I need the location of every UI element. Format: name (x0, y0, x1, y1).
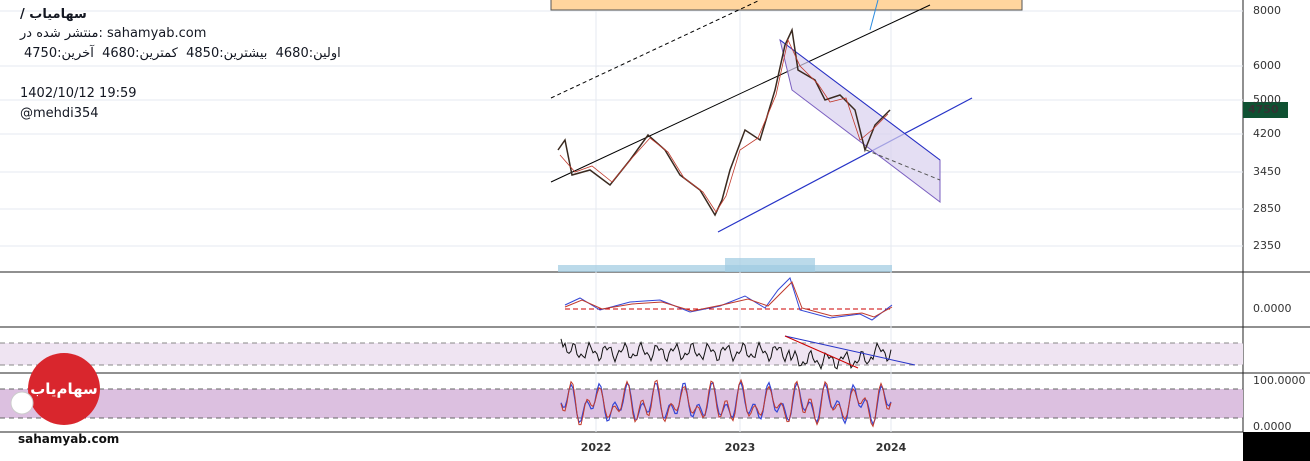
author: @mehdi354 (20, 106, 99, 121)
chart-shape (550, 4, 931, 183)
chart-shape (559, 38, 889, 213)
macd-axis-label: 0.0000 (1253, 302, 1292, 315)
stoch-axis-label: 0.0000 (1253, 420, 1292, 433)
chart-shape (779, 39, 941, 161)
chart-shape (717, 97, 973, 233)
price-axis-label: 2350 (1253, 239, 1281, 252)
chart-shape (0, 0, 1243, 432)
chart-shape (560, 338, 892, 371)
chart-shape (564, 277, 893, 321)
chart-shape (0, 0, 1310, 433)
title: / سهامیاب (20, 7, 87, 22)
watermark: sahamyab.com (18, 432, 119, 446)
stoch-axis-label: 100.0000 (1253, 374, 1306, 387)
chart-shape (560, 381, 892, 426)
price-axis-label: 4200 (1253, 127, 1281, 140)
chart-shape (784, 335, 859, 369)
price-axis-label: 5000 (1253, 93, 1281, 106)
chart-shape (865, 149, 941, 181)
price-tag (1243, 102, 1288, 118)
chart-shape (564, 281, 893, 318)
chart-shape (779, 38, 941, 204)
chart-shape (550, 0, 1023, 11)
time-axis-label: 2023 (725, 441, 756, 454)
ohlc: اولین:4680 بیشترین:4850 کمترین:4680 آخری… (24, 46, 341, 61)
chart-shape (784, 335, 916, 366)
logo-text: سهام‌یاب (30, 380, 98, 398)
chart-shape (10, 391, 34, 415)
chart-shape (869, 0, 879, 31)
published: منتشر شده در: sahamyab.com (20, 26, 207, 41)
price-axis-label: 8000 (1253, 4, 1281, 17)
price-axis-label: 2850 (1253, 202, 1281, 215)
chart-shape (725, 258, 815, 272)
chart-shape (0, 343, 1243, 365)
price-axis-label: 6000 (1253, 59, 1281, 72)
time-axis-label: 2022 (581, 441, 612, 454)
chart-shape (560, 378, 892, 428)
price-axis-label: 3450 (1253, 165, 1281, 178)
chart-shape (550, 0, 761, 99)
datetime: 1402/10/12 19:59 (20, 86, 137, 101)
logo (28, 353, 100, 425)
time-axis-label: 2024 (876, 441, 907, 454)
chart-shape (1243, 432, 1310, 461)
last-price: 4750 (1248, 103, 1279, 116)
